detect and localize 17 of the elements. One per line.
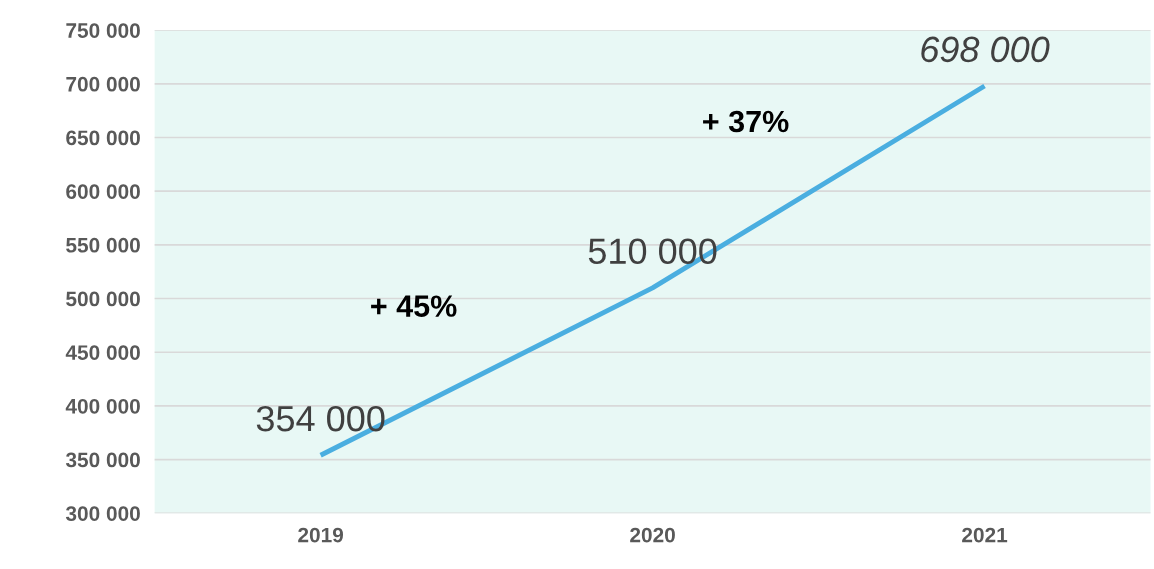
x-tick-label: 2020 xyxy=(630,527,675,543)
y-tick-label: 550 000 xyxy=(66,237,140,253)
data-label: 698 000 xyxy=(921,36,1050,63)
x-tick-label: 2021 xyxy=(962,527,1008,543)
data-label: 354 000 xyxy=(256,405,385,432)
annotation: + 37% xyxy=(703,110,789,133)
y-tick-label: 350 000 xyxy=(65,452,140,468)
annotation: + 45% xyxy=(371,295,457,317)
y-tick-label: 750 000 xyxy=(66,23,140,38)
y-tick-label: 650 000 xyxy=(66,130,140,146)
y-tick-label: 400 000 xyxy=(65,398,140,414)
y-tick-label: 300 000 xyxy=(65,506,140,522)
x-tick-label: 2019 xyxy=(298,527,344,543)
y-tick-label: 500 000 xyxy=(66,291,140,307)
y-tick-label: 600 000 xyxy=(66,184,140,199)
y-tick-label: 450 000 xyxy=(65,345,140,360)
y-tick-label: 700 000 xyxy=(66,76,140,92)
